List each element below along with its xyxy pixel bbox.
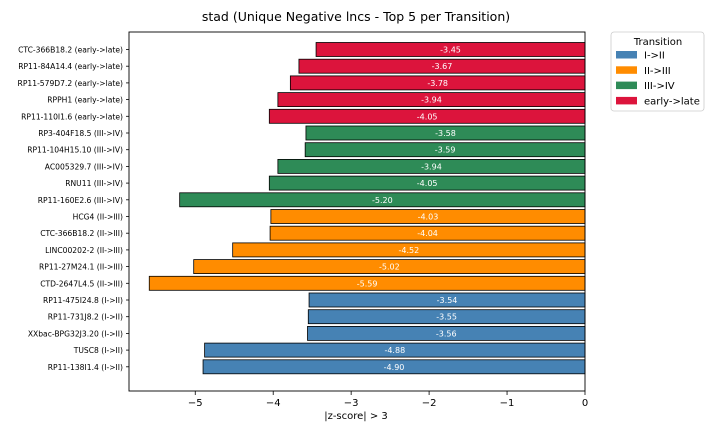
y-tick-label: CTC-366B18.2 (II->III)	[40, 229, 123, 238]
legend-label: II->III	[644, 66, 671, 77]
y-tick-label: AC005329.7 (III->IV)	[45, 162, 123, 171]
chart-title: stad (Unique Negative lncs - Top 5 per T…	[202, 9, 510, 24]
bar-value-label: -3.58	[435, 129, 456, 138]
legend-title: Transition	[633, 37, 682, 48]
legend-swatch	[616, 51, 637, 59]
y-tick-label: CTD-2647L4.5 (II->III)	[40, 279, 123, 288]
bar-value-label: -3.55	[436, 313, 457, 322]
x-tick-label: −5	[188, 398, 203, 409]
bar-value-label: -3.78	[427, 79, 448, 88]
y-tick-label: RP11-475I24.8 (I->II)	[43, 296, 123, 305]
bar-value-label: -4.05	[417, 112, 438, 121]
y-tick-label: RP11-110I1.6 (early->late)	[21, 112, 123, 121]
x-tick-label: −2	[422, 398, 437, 409]
y-tick-label: RPPH1 (early->late)	[47, 96, 123, 105]
bar-value-label: -4.88	[384, 346, 405, 355]
y-tick-label: RP11-160E2.6 (III->IV)	[38, 196, 123, 205]
legend-swatch	[616, 66, 637, 74]
y-tick-label: CTC-366B18.2 (early->late)	[18, 46, 123, 55]
bar-value-label: -5.02	[379, 263, 400, 272]
x-axis-label: |z-score| > 3	[324, 411, 388, 422]
y-tick-label: RNU11 (III->IV)	[65, 179, 123, 188]
y-tick-label: XXbac-BPG32J3.20 (I->II)	[28, 329, 123, 338]
bars-layer: -3.45 -3.67 -3.78 -3.94 -4.05 -3.58 -3.59 -3.94…	[148, 42, 586, 375]
plot-frame	[128, 31, 586, 392]
y-tick-label: RP3-404F18.5 (III->IV)	[38, 129, 123, 138]
bar-value-label: -4.03	[418, 213, 439, 222]
bar-value-label: -3.94	[421, 162, 442, 171]
bar-value-label: -5.20	[372, 196, 393, 205]
legend-label: early->late	[644, 96, 700, 107]
y-axis-tick-labels: CTC-366B18.2 (early->late) RP11-84A14.4 (…	[18, 46, 129, 372]
y-tick-label: LINC00202-2 (II->III)	[45, 246, 123, 255]
legend-swatch	[616, 81, 637, 90]
y-tick-label: RP11-579D7.2 (early->late)	[18, 79, 123, 88]
y-tick-label: RP11-84A14.4 (early->late)	[18, 62, 123, 71]
y-tick-label: RP11-138I1.4 (I->II)	[48, 363, 123, 372]
x-tick-label: 0	[582, 398, 588, 409]
x-axis-tick-labels: −5 −4 −3 −2 −1 0	[188, 391, 588, 409]
y-tick-label: RP11-27M24.1 (II->III)	[39, 263, 123, 272]
legend-swatch	[616, 96, 637, 105]
bar-value-label: -3.56	[436, 329, 457, 338]
y-tick-label: RP11-731J8.2 (I->II)	[48, 313, 123, 322]
legend-label: I->II	[644, 51, 665, 62]
bar-value-label: -3.59	[435, 146, 456, 155]
legend-entries: I->II II->III III->IV early->late	[616, 51, 700, 107]
y-tick-label: RP11-104H15.10 (III->IV)	[27, 146, 123, 155]
x-tick-label: −1	[500, 398, 515, 409]
bar-value-label: -4.52	[398, 246, 419, 255]
legend-label: III->IV	[644, 81, 675, 92]
bar-value-label: -4.05	[417, 179, 438, 188]
bar-value-label: -3.45	[440, 46, 461, 55]
bar-value-label: -3.94	[421, 96, 442, 105]
bar-value-label: -4.04	[417, 229, 438, 238]
legend: Transition I->II II->III III->IV early->lat…	[610, 31, 705, 112]
x-tick-label: −3	[344, 398, 359, 409]
bar-value-label: -5.59	[357, 279, 378, 288]
bar-value-label: -3.67	[432, 62, 453, 71]
y-tick-label: TUSC8 (I->II)	[73, 346, 123, 355]
bar-value-label: -3.54	[437, 296, 458, 305]
bar-value-label: -4.90	[384, 363, 405, 372]
x-tick-label: −4	[266, 398, 281, 409]
y-tick-label: HCG4 (II->III)	[73, 213, 123, 222]
